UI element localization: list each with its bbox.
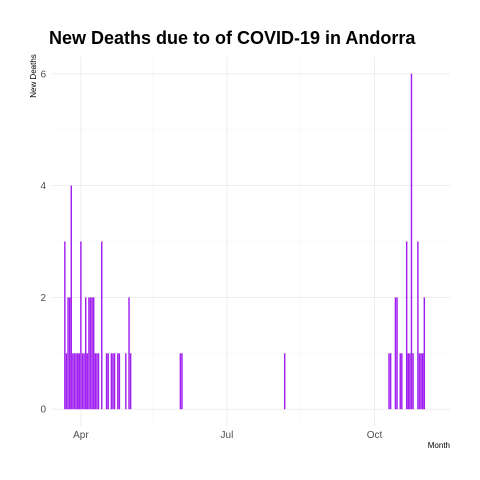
- bar: [88, 297, 90, 410]
- bar: [84, 297, 87, 410]
- bar: [86, 353, 89, 410]
- bar: [417, 241, 419, 410]
- bar: [72, 353, 74, 410]
- x-axis-ticks: Apr Jul Oct: [73, 430, 382, 441]
- bar: [91, 297, 93, 410]
- bar: [68, 297, 71, 410]
- bar: [97, 353, 100, 410]
- bar: [117, 353, 119, 410]
- bar: [399, 353, 401, 410]
- y-tick-label: 2: [40, 293, 46, 304]
- x-axis-title: Month: [428, 441, 450, 450]
- y-tick-label: 6: [40, 69, 46, 80]
- bar: [128, 297, 130, 410]
- bar: [78, 353, 80, 410]
- bar: [283, 353, 286, 410]
- bar: [112, 353, 114, 410]
- x-tick-label: Apr: [73, 430, 89, 441]
- bar: [394, 297, 397, 410]
- x-tick-label: Oct: [367, 430, 383, 441]
- bar: [129, 353, 132, 410]
- bar: [118, 353, 121, 410]
- bar: [73, 353, 76, 410]
- bar: [83, 353, 85, 410]
- bar: [422, 353, 424, 410]
- bar: [410, 73, 413, 410]
- bars: [64, 73, 426, 410]
- bar: [110, 353, 113, 410]
- y-tick-label: 0: [40, 405, 46, 416]
- bar: [80, 241, 82, 410]
- chart-title: New Deaths due to of COVID-19 in Andorra: [49, 28, 416, 48]
- bar: [93, 297, 95, 410]
- bar: [418, 353, 421, 410]
- bar: [94, 353, 97, 410]
- y-axis-title: New Deaths: [29, 54, 38, 98]
- bar: [396, 297, 398, 410]
- bar: [181, 353, 183, 410]
- bar: [67, 297, 69, 410]
- bar: [107, 353, 109, 410]
- x-tick-label: Jul: [221, 430, 234, 441]
- bar: [407, 353, 409, 410]
- bar: [101, 241, 103, 410]
- bar: [113, 353, 116, 410]
- y-tick-label: 4: [40, 181, 46, 192]
- bar: [65, 353, 68, 410]
- bar: [405, 241, 408, 410]
- bar: [401, 353, 403, 410]
- bar: [75, 353, 77, 410]
- bar: [105, 353, 108, 410]
- bar: [412, 353, 414, 410]
- bar: [81, 353, 84, 410]
- bar: [89, 297, 92, 410]
- bar: [76, 353, 79, 410]
- y-axis-ticks: 0 2 4 6: [40, 69, 46, 415]
- bar: [388, 353, 390, 410]
- bar: [96, 353, 98, 410]
- bar: [420, 353, 422, 410]
- bar: [179, 353, 182, 410]
- bar: [70, 185, 72, 410]
- bar: [423, 297, 426, 410]
- bar: [64, 241, 66, 410]
- bar: [125, 353, 127, 410]
- bar: [409, 353, 411, 410]
- bar: [389, 353, 392, 410]
